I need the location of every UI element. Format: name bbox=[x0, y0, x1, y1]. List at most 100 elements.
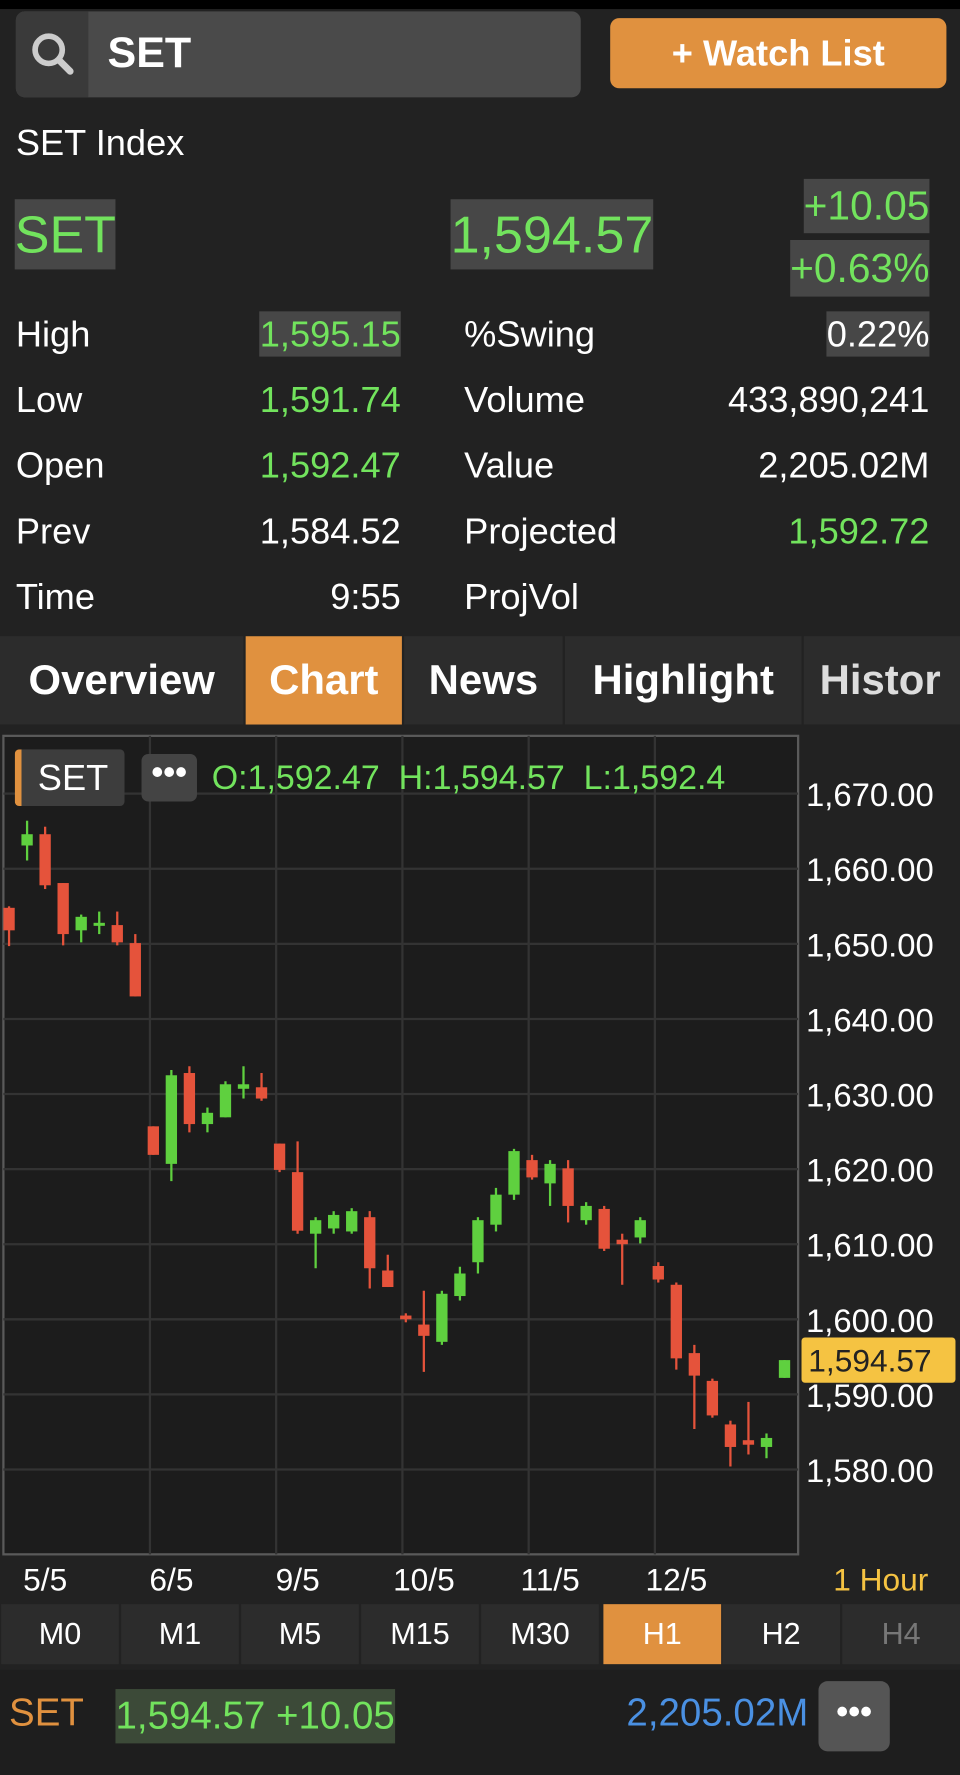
timeframe[interactable]: H2 bbox=[722, 1604, 841, 1665]
symbol: SET bbox=[14, 199, 117, 270]
candlestick-chart: 1,580.00 1,590.00 1,600.00 1,610.00 1,620.00… bbox=[0, 730, 960, 1605]
candle-body bbox=[436, 1293, 448, 1342]
change: +10.05 bbox=[803, 178, 930, 234]
candle-body bbox=[724, 1424, 737, 1447]
y-tick-label: 1,670.00 bbox=[806, 776, 934, 813]
candle-body bbox=[291, 1172, 304, 1231]
stat-label: Value bbox=[464, 444, 555, 486]
stat-value: 433,890,241 bbox=[727, 379, 930, 421]
x-tick-label: 11/5 bbox=[520, 1562, 579, 1598]
stat-value: 2,205.02M bbox=[758, 444, 930, 486]
tab[interactable]: Highlight bbox=[564, 636, 802, 725]
candle-body bbox=[634, 1220, 646, 1238]
chart-menu-button[interactable]: ••• bbox=[141, 753, 197, 802]
timeframe[interactable]: M15 bbox=[361, 1604, 479, 1665]
y-tick-label: 1,660.00 bbox=[806, 851, 934, 888]
y-tick-label: 1,590.00 bbox=[806, 1377, 934, 1414]
tab[interactable]: Histor bbox=[803, 636, 960, 725]
footer-value: 2,205.02M bbox=[626, 1691, 809, 1735]
candle-body bbox=[526, 1160, 538, 1178]
candle-body bbox=[39, 834, 51, 886]
last-price: 1,594.57 bbox=[450, 199, 654, 270]
candle-body bbox=[382, 1270, 394, 1288]
candle-body bbox=[309, 1220, 322, 1234]
search-query: SET bbox=[107, 29, 192, 77]
search-icon bbox=[32, 33, 74, 75]
footer-symbol: SET bbox=[9, 1691, 84, 1735]
plot-area bbox=[2, 734, 800, 1556]
candle-body bbox=[3, 907, 15, 931]
stat-label: Open bbox=[15, 444, 105, 486]
x-tick-label: 9/5 bbox=[276, 1562, 320, 1598]
candle-body bbox=[760, 1437, 773, 1447]
y-tick-label: 1,630.00 bbox=[806, 1076, 934, 1113]
candle-body bbox=[328, 1214, 340, 1229]
stat-value: 1,595.15 bbox=[259, 311, 401, 357]
candle-body bbox=[255, 1087, 268, 1099]
candle-body bbox=[237, 1084, 250, 1089]
candle-body bbox=[21, 834, 33, 846]
candle-body bbox=[580, 1205, 592, 1221]
candle-body bbox=[742, 1440, 755, 1445]
candle-body bbox=[75, 916, 87, 931]
candle-body bbox=[219, 1084, 232, 1118]
change-pct: +0.63% bbox=[790, 240, 930, 297]
stat-value: 9:55 bbox=[330, 576, 401, 617]
candle-body bbox=[490, 1194, 502, 1225]
x-tick-label: 10/5 bbox=[393, 1562, 455, 1598]
candle-body bbox=[706, 1380, 719, 1416]
index-name: SET Index bbox=[15, 122, 185, 164]
stat-label: Projected bbox=[464, 510, 618, 552]
last-price-marker bbox=[801, 1337, 956, 1383]
x-tick-label: 5/5 bbox=[23, 1562, 67, 1598]
timeframe[interactable]: M0 bbox=[1, 1604, 119, 1665]
candle-body bbox=[93, 922, 105, 926]
x-tick-label: 6/5 bbox=[149, 1562, 193, 1598]
y-tick-label: 1,620.00 bbox=[806, 1152, 934, 1189]
timeframe[interactable]: M1 bbox=[121, 1604, 239, 1665]
timeframe[interactable]: M5 bbox=[241, 1604, 359, 1665]
tab[interactable]: Overview bbox=[0, 636, 244, 725]
search-icon-area bbox=[15, 11, 89, 98]
candle-body bbox=[165, 1075, 178, 1164]
status-strip bbox=[0, 0, 960, 10]
chart-symbol-tag: SET bbox=[14, 749, 125, 807]
y-tick-label: 1,610.00 bbox=[806, 1227, 934, 1264]
candle-body bbox=[147, 1126, 159, 1155]
timeframe-selected[interactable]: H1 bbox=[603, 1604, 722, 1665]
watch-list-button[interactable]: + Watch List bbox=[610, 18, 947, 89]
candle-body bbox=[670, 1284, 682, 1359]
timeframe[interactable]: M30 bbox=[481, 1604, 599, 1665]
timeframe-label: 1 Hour bbox=[833, 1562, 929, 1598]
timeframe[interactable]: H4 bbox=[842, 1604, 960, 1665]
stat-value: 1,592.72 bbox=[788, 510, 930, 552]
stat-label: ProjVol bbox=[464, 576, 579, 617]
search-box[interactable]: SET bbox=[15, 11, 581, 98]
x-tick-label: 12/5 bbox=[646, 1562, 708, 1598]
tab-selected[interactable]: Chart bbox=[245, 636, 402, 725]
candle-body bbox=[418, 1324, 430, 1336]
candle-body bbox=[778, 1360, 791, 1378]
footer-price: 1,594.57 +10.05 bbox=[115, 1689, 395, 1744]
candle-body bbox=[544, 1163, 556, 1184]
candle-body bbox=[201, 1112, 214, 1125]
tab[interactable]: News bbox=[404, 636, 563, 725]
candle-body bbox=[129, 943, 141, 997]
candle-body bbox=[562, 1168, 574, 1206]
y-tick-label: 1,600.00 bbox=[806, 1302, 934, 1339]
stat-value: 1,584.52 bbox=[259, 510, 401, 552]
candle-body bbox=[400, 1315, 412, 1320]
candle-body bbox=[616, 1239, 628, 1245]
candle-body bbox=[454, 1273, 466, 1297]
footer-menu-button[interactable]: ••• bbox=[818, 1681, 890, 1752]
candle-body bbox=[652, 1265, 664, 1280]
ohlc-header: O:1,592.47 H:1,594.57 L:1,592.4 bbox=[211, 759, 726, 797]
stat-label: %Swing bbox=[464, 313, 596, 355]
candle-body bbox=[598, 1208, 610, 1249]
candle-body bbox=[472, 1220, 484, 1263]
stat-value: 1,592.47 bbox=[259, 444, 401, 486]
candle-body bbox=[364, 1217, 376, 1269]
candle-body bbox=[688, 1353, 701, 1376]
